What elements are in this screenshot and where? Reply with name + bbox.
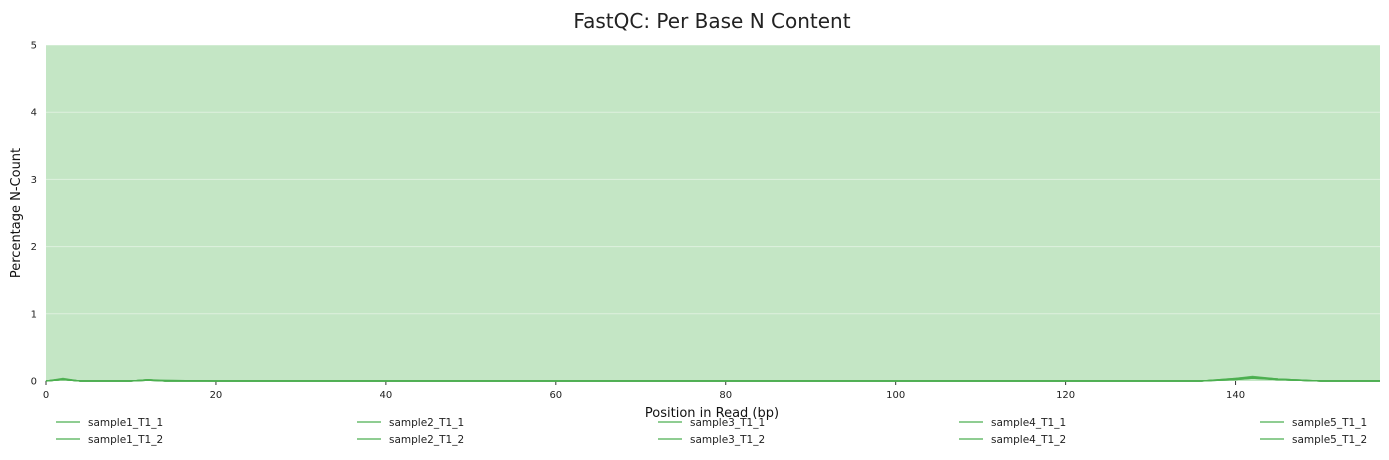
x-tick-label: 20: [210, 390, 223, 401]
legend: sample1_T1_1sample1_T1_2sample2_T1_1samp…: [56, 417, 1367, 446]
x-tick-label: 80: [719, 390, 732, 401]
y-tick-label: 1: [31, 309, 37, 320]
legend-label: sample3_T1_2: [690, 434, 765, 446]
background-band: [46, 45, 1380, 381]
plot-area: 0 1 2 3 4 5 0 20 40 60 80 100 120 140: [31, 41, 1380, 401]
x-tick-label: 0: [43, 390, 49, 401]
legend-label: sample3_T1_1: [690, 417, 765, 429]
y-axis-label: Percentage N-Count: [9, 148, 24, 278]
legend-label: sample2_T1_2: [389, 434, 464, 446]
x-tick-label: 100: [886, 390, 905, 401]
x-tick-label: 40: [380, 390, 393, 401]
y-tick-label: 0: [31, 377, 37, 388]
y-tick-label: 3: [31, 175, 37, 186]
legend-label: sample5_T1_2: [1292, 434, 1367, 446]
x-axis-label: Position in Read (bp): [645, 406, 779, 421]
x-tick-label: 120: [1056, 390, 1075, 401]
series-line: [45, 377, 1380, 382]
y-tick-label: 5: [31, 41, 37, 52]
legend-label: sample5_T1_1: [1292, 417, 1367, 429]
x-tick-label: 60: [549, 390, 562, 401]
legend-label: sample4_T1_1: [991, 417, 1066, 429]
legend-label: sample1_T1_1: [88, 417, 163, 429]
legend-label: sample4_T1_2: [991, 434, 1066, 446]
chart-title: FastQC: Per Base N Content: [573, 9, 850, 33]
y-tick-label: 4: [31, 108, 37, 119]
legend-label: sample1_T1_2: [88, 434, 163, 446]
x-tick-label: 140: [1226, 390, 1245, 401]
y-tick-label: 2: [31, 242, 37, 253]
legend-label: sample2_T1_1: [389, 417, 464, 429]
